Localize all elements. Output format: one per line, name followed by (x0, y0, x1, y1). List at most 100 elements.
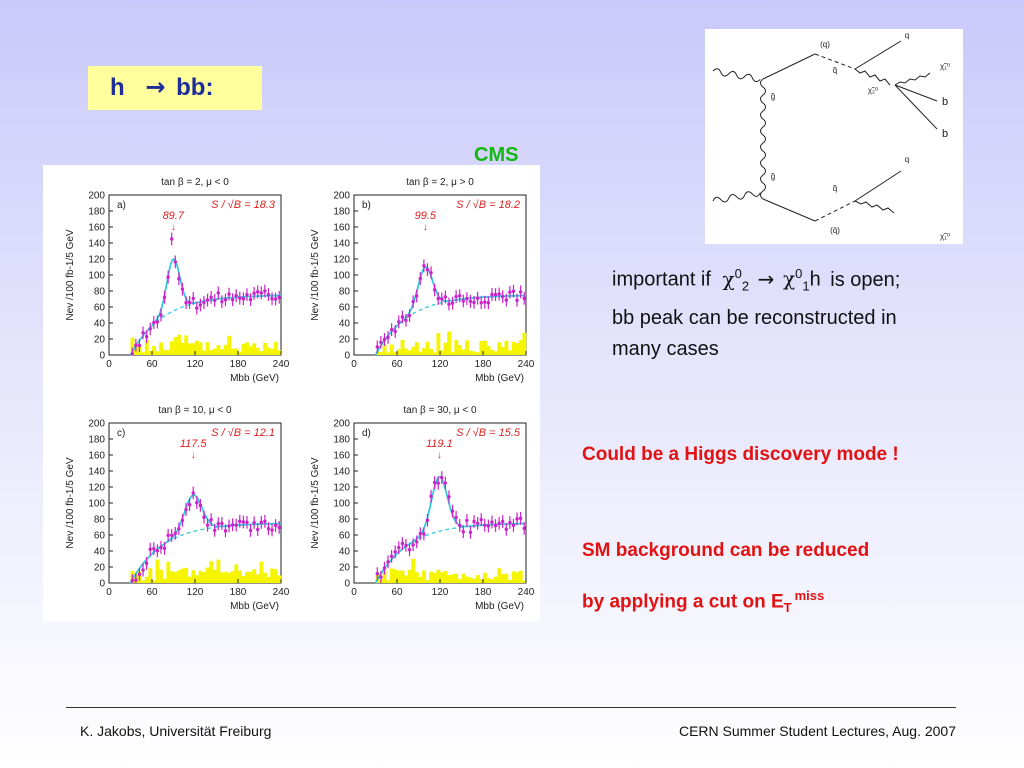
peak-mass-label: 117.5 (180, 438, 208, 450)
background-bar (195, 340, 199, 355)
data-point (497, 292, 501, 296)
y-tick-label: 40 (94, 547, 106, 558)
data-point (137, 343, 142, 348)
title-bb: bb: (176, 74, 214, 101)
background-bar (429, 571, 434, 583)
data-point (223, 298, 228, 302)
y-tick-label: 20 (339, 335, 351, 346)
x-tick-label: 60 (146, 587, 158, 598)
x-tick-label: 0 (351, 587, 357, 598)
signal-significance: S / √B = 18.2 (456, 199, 520, 211)
y-tick-label: 80 (339, 515, 351, 526)
background-bar (432, 352, 437, 355)
sm-background-line2: by applying a cut on ETmiss (582, 588, 824, 615)
data-point (227, 292, 231, 296)
signal-significance: S / √B = 15.5 (456, 427, 521, 439)
data-point (450, 301, 455, 305)
background-bar (184, 335, 189, 355)
line-chi2-b1 (894, 84, 938, 102)
y-tick-label: 0 (344, 351, 350, 362)
is-open-text: is open; (830, 268, 901, 291)
background-bar (216, 345, 221, 355)
line-top-squark (814, 53, 856, 70)
background-bar (522, 580, 527, 583)
background-bar (472, 351, 477, 355)
cut-text: by applying a cut on E (582, 591, 784, 613)
y-tick-label: 200 (88, 419, 105, 430)
data-point (270, 528, 274, 532)
background-bar (454, 573, 459, 583)
data-point (238, 296, 242, 300)
data-point (277, 525, 281, 530)
y-tick-label: 140 (333, 467, 350, 478)
background-bar (141, 580, 146, 583)
data-point (198, 303, 203, 307)
line-top-chi2 (854, 68, 891, 86)
background-bar (177, 334, 181, 355)
background-bar (180, 342, 185, 355)
x-tick-label: 240 (273, 587, 290, 598)
data-point (162, 546, 167, 551)
background-bar (155, 351, 160, 355)
y-tick-label: 180 (88, 207, 105, 218)
background-bar (205, 567, 210, 583)
data-point (148, 327, 152, 331)
data-point (418, 276, 422, 281)
background-bar (522, 332, 527, 355)
data-point (415, 294, 419, 298)
data-point (159, 545, 163, 550)
background-bar (486, 578, 491, 583)
data-point (429, 494, 433, 498)
line-bottom-q (762, 198, 816, 222)
data-point (241, 297, 246, 301)
y-tick-label: 180 (333, 207, 350, 218)
background-bar (457, 345, 462, 355)
data-point (187, 300, 192, 305)
background-bar (255, 347, 260, 355)
data-point (389, 554, 394, 559)
y-tick-label: 100 (88, 499, 105, 510)
data-point (263, 519, 267, 524)
data-point (195, 500, 199, 505)
data-point (256, 527, 260, 532)
y-tick-label: 60 (339, 531, 351, 542)
background-bar (198, 342, 203, 355)
y-tick-label: 0 (99, 351, 105, 362)
y-tick-label: 20 (94, 563, 106, 574)
data-point (252, 520, 256, 525)
total-fit-curve (129, 257, 281, 356)
y-tick-label: 120 (88, 255, 105, 266)
background-bar (234, 348, 239, 355)
data-point (177, 527, 181, 531)
x-tick-label: 60 (391, 587, 403, 598)
background-bar (414, 342, 419, 355)
x-tick-label: 240 (273, 359, 290, 370)
background-bar (255, 574, 260, 583)
data-point (454, 515, 458, 520)
background-bar (152, 580, 156, 583)
feyn-label-b1: b (942, 96, 948, 108)
feyn-label-chi1-bottom: χ̃₁⁰ (940, 232, 950, 241)
data-point (522, 526, 526, 531)
data-point (458, 523, 462, 528)
chi-sup-1: 0 (734, 266, 742, 281)
data-point (134, 578, 138, 582)
data-point (518, 290, 523, 294)
data-point (259, 520, 263, 525)
data-point (155, 549, 160, 553)
data-point (141, 568, 145, 572)
y-tick-label: 60 (94, 303, 106, 314)
data-point (425, 267, 430, 272)
background-bar (393, 569, 398, 583)
y-tick-label: 60 (94, 531, 106, 542)
data-point (458, 294, 462, 298)
data-point (418, 531, 422, 536)
background-bar (241, 343, 246, 355)
y-tick-label: 0 (344, 579, 350, 590)
background-bar (379, 351, 383, 355)
data-point (227, 524, 231, 528)
y-axis-label: Nev /100 fb-1/5 GeV (65, 229, 76, 320)
background-bar (259, 561, 264, 583)
background-bar (277, 575, 282, 583)
data-point (493, 292, 498, 297)
